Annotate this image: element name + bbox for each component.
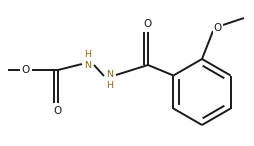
- Text: O: O: [22, 65, 30, 75]
- Text: H
N: H N: [85, 50, 91, 70]
- Text: O: O: [214, 23, 222, 33]
- Text: N
H: N H: [106, 70, 114, 90]
- Text: O: O: [54, 106, 62, 116]
- Text: O: O: [144, 19, 152, 29]
